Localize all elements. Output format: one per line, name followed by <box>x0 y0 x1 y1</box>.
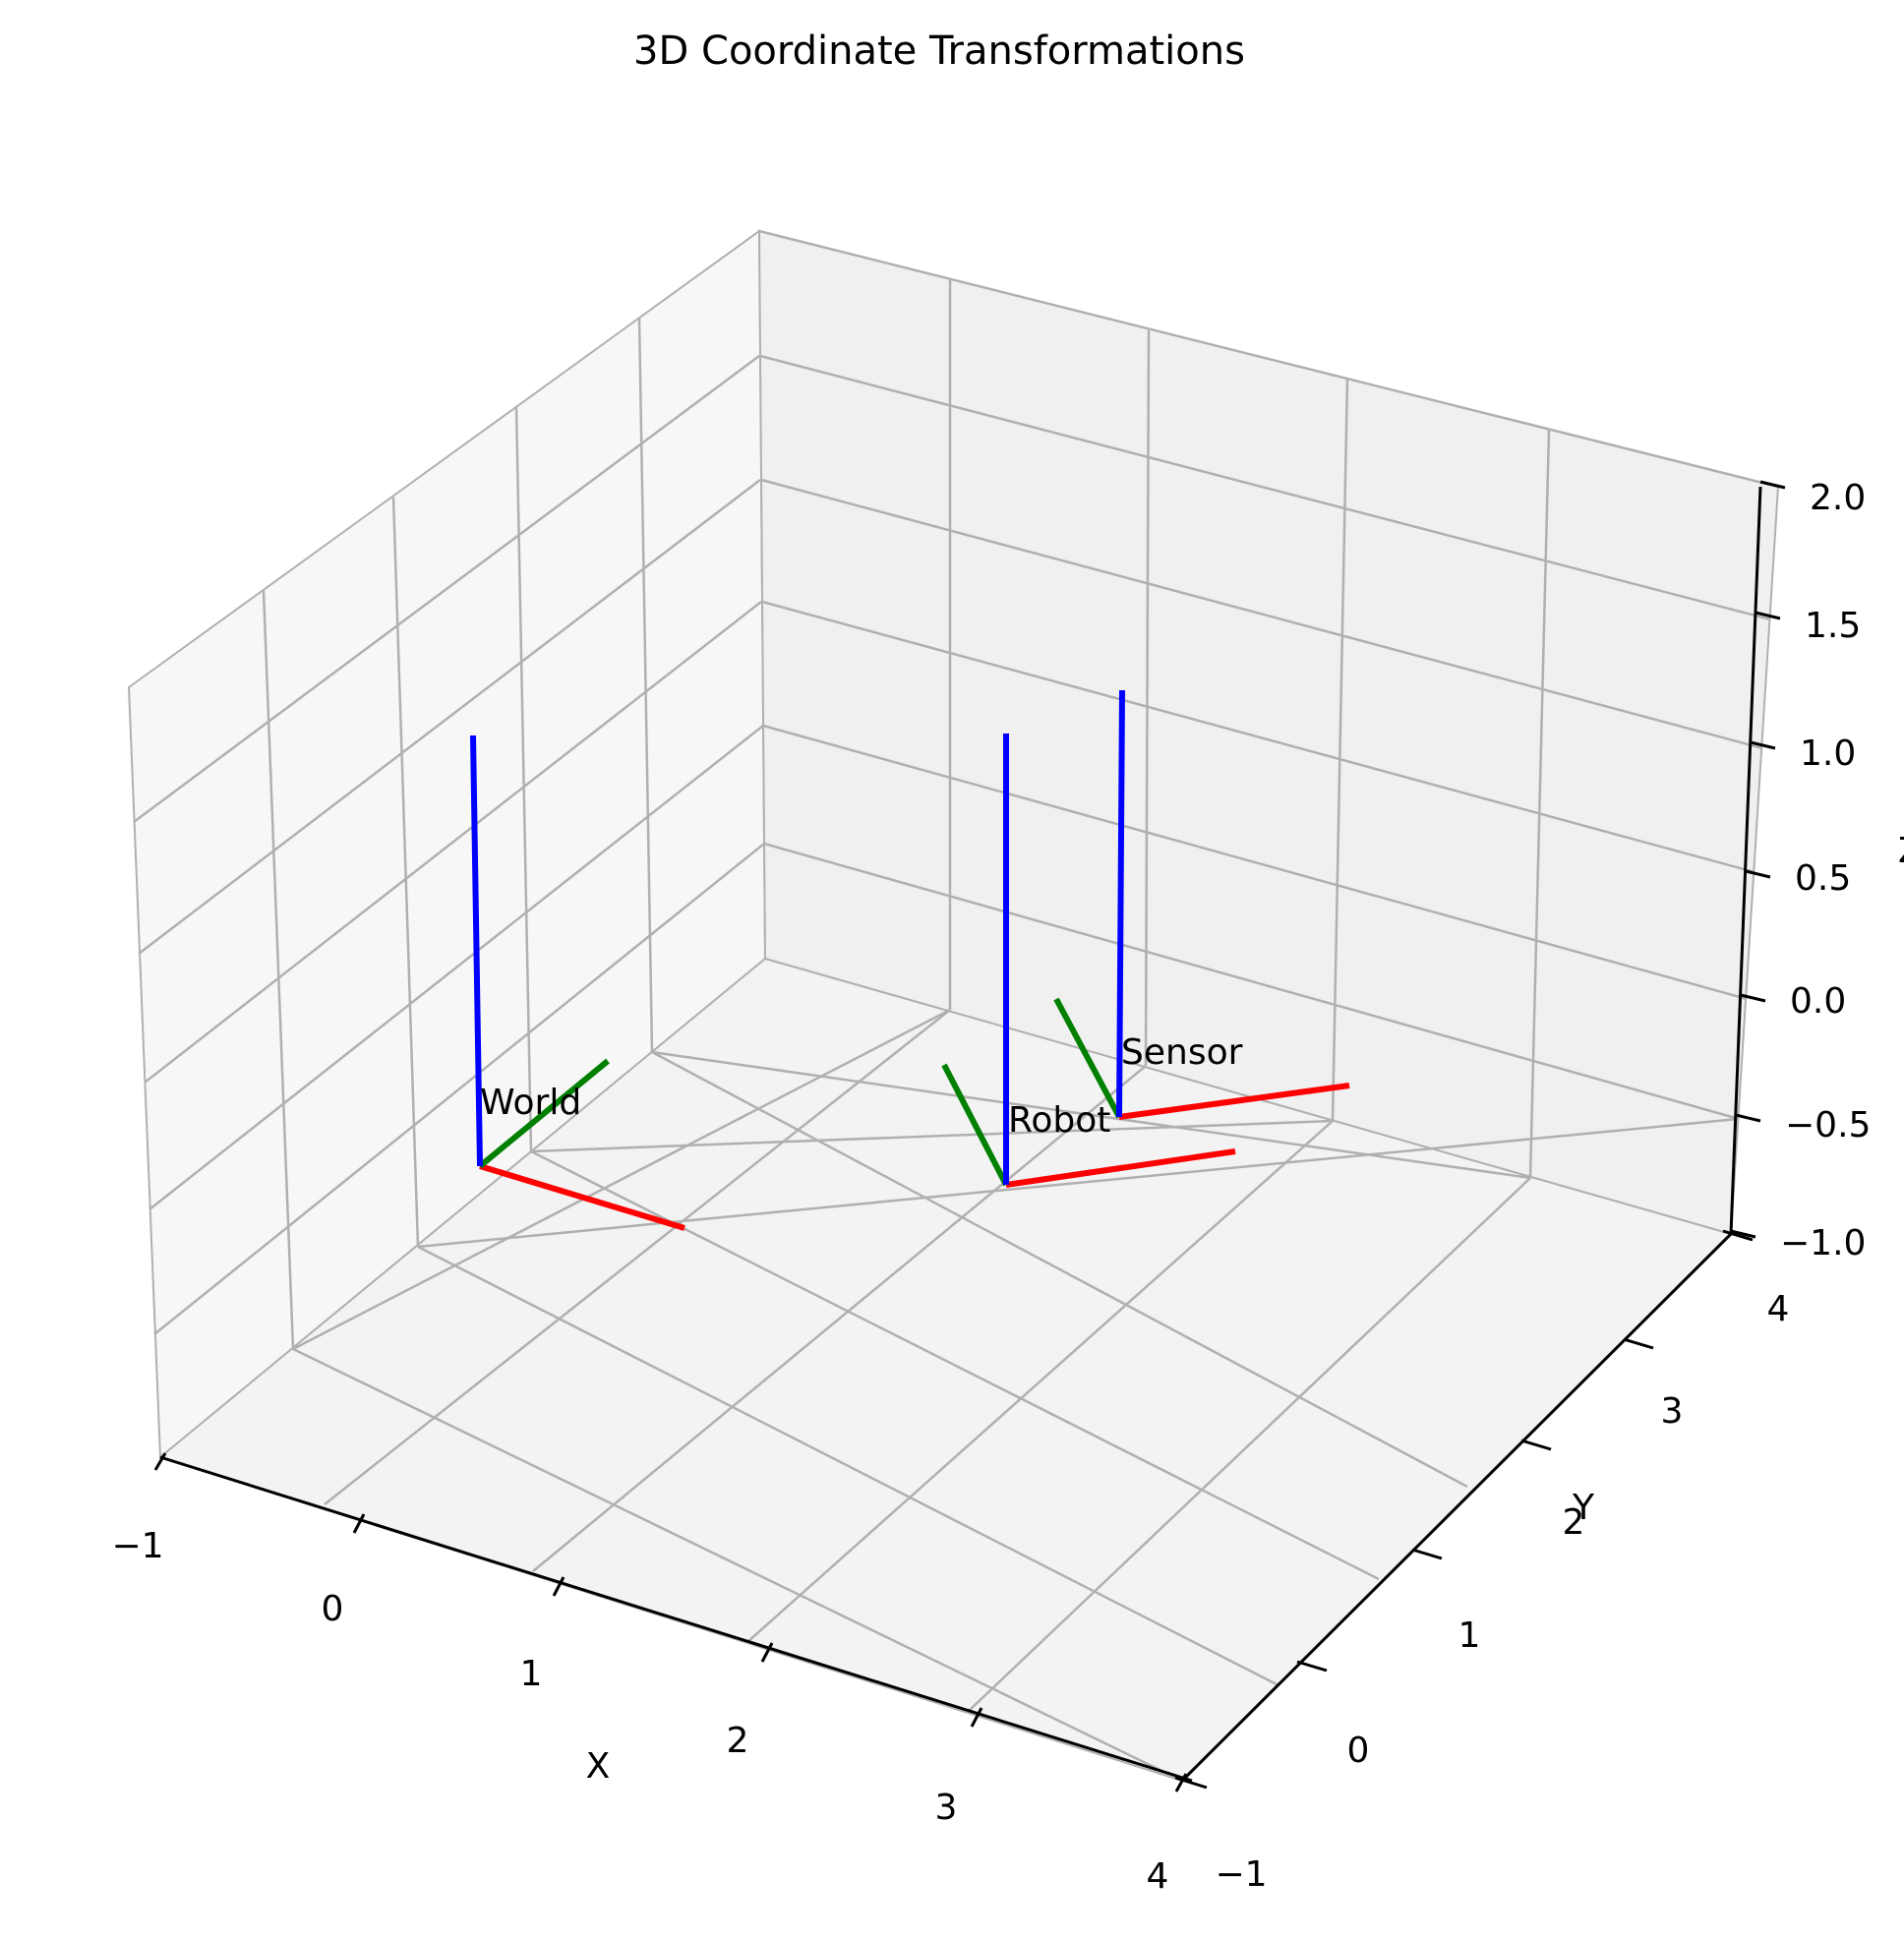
robot-label: Robot <box>1008 1100 1110 1141</box>
z-tick-label: −1.0 <box>1780 1223 1866 1263</box>
z-tick-label: 0.0 <box>1790 981 1846 1022</box>
y-tick-label: 2 <box>1563 1502 1585 1543</box>
sensor-label: Sensor <box>1121 1032 1243 1073</box>
x-tick-label: 3 <box>935 1788 958 1828</box>
world-y-axis-line <box>478 1058 610 1169</box>
x-axis-label: X <box>586 1746 611 1787</box>
y-tick-label: 4 <box>1767 1289 1790 1329</box>
x-tick-label: 2 <box>727 1721 749 1761</box>
robot-x-axis-line <box>1005 1148 1236 1188</box>
x-tick-label: 1 <box>520 1654 543 1694</box>
gridlines-left-wall <box>133 317 765 1350</box>
gridlines-back-wall <box>758 229 1779 1179</box>
frame-world: World <box>470 734 685 1231</box>
z-tick-label: 1.5 <box>1805 606 1861 646</box>
frame-robot: Robot <box>941 734 1236 1188</box>
y-axis: −1 0 1 2 3 4 Y <box>1174 1229 1790 1895</box>
y-axis-label: Y <box>1572 1488 1595 1528</box>
x-axis: −1 0 1 2 3 4 X <box>111 1452 1193 1897</box>
chart-title: 3D Coordinate Transformations <box>633 29 1245 74</box>
x-tick-label: 4 <box>1147 1856 1169 1897</box>
gridlines-floor <box>292 1008 1739 1783</box>
frame-sensor: Sensor <box>1053 689 1350 1120</box>
z-tick-label: −0.5 <box>1785 1105 1871 1145</box>
x-tick-label: −1 <box>111 1526 163 1566</box>
y-tick-label: 3 <box>1661 1391 1684 1432</box>
y-tick-label: 0 <box>1347 1731 1370 1771</box>
y-tick-label: 1 <box>1458 1615 1481 1656</box>
world-z-axis-line <box>470 734 483 1167</box>
world-label: World <box>480 1083 581 1123</box>
world-x-axis-line <box>479 1163 685 1231</box>
sensor-z-axis-line <box>1116 689 1125 1118</box>
z-tick-label: 1.0 <box>1800 734 1856 774</box>
y-tick-label: −1 <box>1215 1854 1267 1895</box>
z-tick-label: 2.0 <box>1810 478 1866 518</box>
z-tick-label: 0.5 <box>1795 858 1851 899</box>
robot-y-axis-line <box>941 1063 1009 1187</box>
sensor-y-axis-line <box>1053 997 1122 1119</box>
z-axis-label: Z <box>1898 831 1904 871</box>
sensor-x-axis-line <box>1118 1083 1350 1120</box>
z-axis: −1.0 −0.5 0.0 0.5 1.0 1.5 2.0 Z <box>1729 478 1904 1263</box>
x-tick-label: 0 <box>322 1589 344 1629</box>
